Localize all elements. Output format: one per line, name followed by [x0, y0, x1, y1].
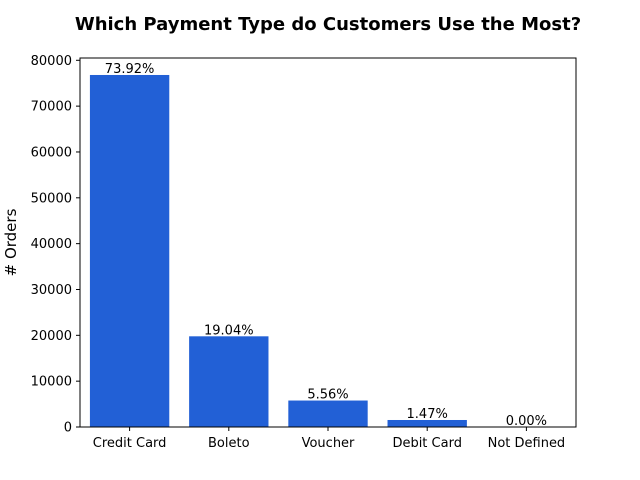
bar-debit-card	[387, 419, 467, 427]
y-tick-label: 10000	[31, 375, 72, 390]
x-tick-label: Credit Card	[93, 436, 167, 451]
y-axis-ticks: 0 10000 20000 30000 40000 50000 60000 70000 8000…	[31, 54, 80, 436]
data-label: 5.56%	[307, 388, 348, 403]
y-tick-label: 70000	[31, 100, 72, 115]
y-tick-label: 40000	[31, 237, 72, 252]
data-labels-group: 73.92% 19.04% 5.56% 1.47% 0.00%	[105, 62, 547, 429]
plot-frame	[79, 57, 577, 428]
y-tick-label: 50000	[31, 191, 72, 206]
y-tick-label: 0	[64, 421, 72, 436]
data-label: 73.92%	[105, 62, 155, 77]
x-tick-label: Debit Card	[392, 436, 462, 451]
x-tick-label: Voucher	[302, 436, 355, 451]
x-axis-ticks: Credit Card Boleto Voucher Debit Card Not De…	[93, 427, 565, 451]
bar-credit-card	[89, 74, 170, 428]
bars-group	[89, 74, 567, 428]
data-label: 1.47%	[407, 407, 448, 422]
data-label: 19.04%	[204, 323, 254, 338]
y-tick-label: 60000	[31, 145, 72, 160]
x-tick-label: Boleto	[208, 436, 250, 451]
y-tick-label: 20000	[31, 329, 72, 344]
chart-title: Which Payment Type do Customers Use the …	[75, 14, 581, 35]
bar-voucher	[288, 400, 368, 427]
y-axis-label: # Orders	[2, 208, 20, 276]
y-tick-label: 30000	[31, 283, 72, 298]
x-tick-label: Not Defined	[488, 436, 566, 451]
data-label: 0.00%	[506, 414, 547, 429]
bar-boleto	[189, 336, 269, 427]
y-tick-label: 80000	[31, 54, 72, 69]
